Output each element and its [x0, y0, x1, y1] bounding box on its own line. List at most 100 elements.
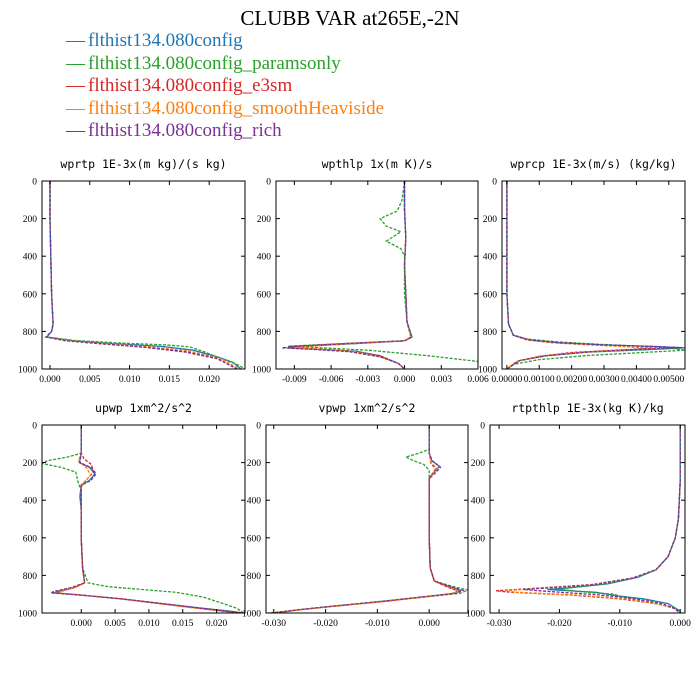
y-tick-label: 0	[266, 178, 271, 188]
legend-label: flthist134.080config_e3sm	[88, 75, 293, 96]
plot-frame	[265, 424, 469, 614]
series-line	[276, 425, 460, 613]
legend-entry: — flthist134.080config	[66, 30, 384, 53]
y-tick-label: 800	[483, 328, 498, 338]
chart-panel: upwp 1xm^2/s^2 0 200 400 600 800 1000 0.000 0.00…	[18, 401, 246, 629]
series-line	[268, 425, 468, 613]
x-tick-label: -0.020	[547, 619, 572, 629]
series-line	[523, 425, 681, 613]
y-tick-label: 1000	[18, 366, 37, 376]
y-tick-label: 400	[23, 497, 38, 507]
x-tick-label: -0.010	[608, 619, 633, 629]
x-tick-label: -0.010	[365, 619, 390, 629]
x-tick-label: 0.00100	[524, 375, 555, 385]
legend-line-icon: —	[66, 120, 85, 141]
x-tick-label: 0.020	[206, 619, 228, 629]
y-tick-label: 200	[471, 459, 486, 469]
x-tick-label: 0.000	[418, 619, 440, 629]
series-line	[282, 181, 413, 369]
y-tick-label: 600	[247, 534, 262, 544]
y-tick-label: 1000	[18, 610, 37, 620]
y-tick-label: 1000	[466, 610, 485, 620]
x-tick-label: -0.003	[356, 375, 381, 385]
legend: — flthist134.080config — flthist134.080con…	[66, 30, 384, 143]
legend-entry: — flthist134.080config_paramsonly	[66, 53, 384, 76]
y-tick-label: 0	[492, 178, 497, 188]
x-tick-label: -0.009	[282, 375, 307, 385]
y-tick-label: 800	[23, 328, 38, 338]
x-tick-label: 0.00000	[491, 375, 522, 385]
y-tick-label: 1000	[242, 610, 261, 620]
legend-entry: — flthist134.080config_rich	[66, 120, 384, 143]
series-line	[55, 425, 241, 613]
x-tick-label: -0.020	[313, 619, 338, 629]
y-tick-label: 600	[257, 290, 272, 300]
y-tick-label: 800	[247, 572, 262, 582]
y-tick-label: 600	[471, 534, 486, 544]
x-tick-label: 0.00300	[589, 375, 620, 385]
x-tick-label: 0.006	[467, 375, 489, 385]
series-line	[274, 425, 461, 613]
panel-title: wprtp 1E-3x(m kg)/(s kg)	[60, 157, 226, 171]
panel-title: vpwp 1xm^2/s^2	[319, 401, 416, 415]
chart-panel: vpwp 1xm^2/s^2 0 200 400 600 800 1000-0.030 -0.…	[242, 401, 469, 629]
x-tick-label: 0.000	[394, 375, 416, 385]
plot-frame	[489, 424, 686, 614]
y-tick-label: 800	[471, 572, 486, 582]
plot-frame	[41, 424, 246, 614]
y-tick-label: 200	[247, 459, 262, 469]
legend-line-icon: —	[66, 30, 85, 51]
series-line	[50, 425, 244, 613]
series-line	[559, 425, 681, 613]
series-line	[506, 181, 682, 369]
y-tick-label: 800	[23, 572, 38, 582]
x-tick-label: 0.010	[119, 375, 141, 385]
y-tick-label: 200	[23, 459, 38, 469]
y-tick-label: 600	[23, 534, 38, 544]
y-tick-label: 0	[32, 422, 37, 432]
y-tick-label: 1000	[252, 366, 271, 376]
legend-line-icon: —	[66, 75, 85, 96]
plot-frame	[501, 180, 686, 370]
figure-title: CLUBB VAR at265E,-2N	[240, 6, 460, 30]
x-tick-label: 0.000	[71, 619, 93, 629]
legend-line-icon: —	[66, 52, 85, 74]
y-tick-label: 0	[32, 178, 37, 188]
y-tick-label: 200	[483, 215, 498, 225]
x-tick-label: 0.015	[159, 375, 181, 385]
panel-title: wprcp 1E-3x(m/s) (kg/kg)	[510, 157, 676, 171]
x-tick-label: 0.005	[79, 375, 101, 385]
chart-panel: wprcp 1E-3x(m/s) (kg/kg) 0 200 400 600 800 100…	[478, 157, 686, 385]
x-tick-label: -0.006	[319, 375, 344, 385]
y-tick-label: 600	[483, 290, 498, 300]
x-tick-label: -0.030	[261, 619, 286, 629]
series-line	[272, 425, 465, 613]
x-tick-label: 0.00500	[653, 375, 684, 385]
x-tick-label: 0.020	[198, 375, 220, 385]
legend-label: flthist134.080config_rich	[88, 120, 282, 141]
x-tick-label: 0.00400	[621, 375, 652, 385]
x-tick-label: -0.030	[487, 619, 512, 629]
x-tick-label: 0.015	[172, 619, 194, 629]
y-tick-label: 400	[247, 497, 262, 507]
plot-frame	[41, 180, 246, 370]
x-tick-label: 0.010	[138, 619, 160, 629]
panel-title: rtpthlp 1E-3x(kg K)/kg	[511, 401, 663, 415]
series-line	[288, 181, 478, 363]
y-tick-label: 1000	[478, 366, 497, 376]
chart-panel: rtpthlp 1E-3x(kg K)/kg02004006008001000-…	[466, 401, 691, 629]
legend-entry: — flthist134.080config_e3sm	[66, 75, 384, 98]
x-tick-label: 0.00200	[556, 375, 587, 385]
legend-label: flthist134.080config_smoothHeaviside	[88, 97, 385, 119]
chart-panel: wprtp 1E-3x(m kg)/(s kg) 0 200 400 600 800 100…	[18, 157, 246, 385]
series-line	[273, 425, 462, 613]
series-line	[547, 425, 681, 613]
legend-entry: — flthist134.080config_smoothHeaviside	[66, 98, 384, 121]
legend-label: flthist134.080config	[88, 30, 243, 51]
x-tick-label: 0.000	[669, 619, 691, 629]
x-tick-label: 0.005	[104, 619, 126, 629]
series-line	[44, 181, 238, 369]
series-line	[42, 425, 244, 613]
y-tick-label: 0	[256, 422, 261, 432]
